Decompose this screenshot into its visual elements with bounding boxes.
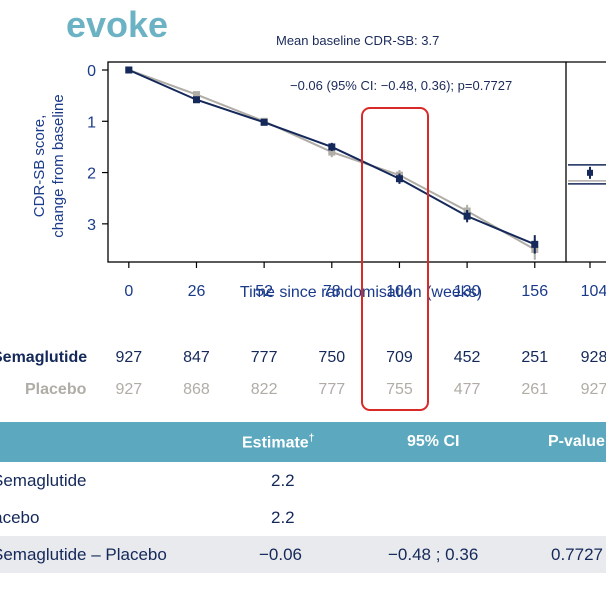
brand-logo-text: evoke xyxy=(66,4,169,45)
x-tick-label: 104 xyxy=(386,283,413,300)
data-point-semaglutide xyxy=(395,175,403,183)
table-header-row: Estimate† 95% CI P-value xyxy=(0,422,606,462)
at-risk-count-semaglutide: 847 xyxy=(183,349,210,366)
at-risk-count-semaglutide: 777 xyxy=(250,349,278,366)
chart-subtitle: Mean baseline CDR-SB: 3.7 xyxy=(276,33,440,48)
at-risk-count-placebo: 927 xyxy=(580,381,606,398)
chart-annotation: −0.06 (95% CI: −0.48, 0.36); p=0.7727 xyxy=(290,78,512,93)
row-label: Semaglutide xyxy=(0,471,87,490)
at-risk-count-semaglutide: 251 xyxy=(521,349,549,366)
data-point-placebo xyxy=(192,91,200,99)
data-point-semaglutide xyxy=(463,212,471,220)
table-row: Semaglutide – Placebo −0.06 −0.48 ; 0.36… xyxy=(0,536,606,573)
row-estimate: 2.2 xyxy=(271,508,295,527)
x-tick-label: 0 xyxy=(124,283,133,300)
data-point-semaglutide xyxy=(260,118,268,126)
data-point-placebo xyxy=(328,148,336,156)
at-risk-label-placebo: Placebo xyxy=(25,381,87,398)
row-label: Semaglutide – Placebo xyxy=(0,545,167,564)
at-risk-count-semaglutide: 927 xyxy=(115,349,143,366)
row-ci: −0.48 ; 0.36 xyxy=(388,545,479,564)
at-risk-count-placebo: 777 xyxy=(318,381,346,398)
header-estimate: Estimate† xyxy=(242,433,315,452)
at-risk-count-placebo: 868 xyxy=(183,381,210,398)
row-p: 0.7727 xyxy=(551,545,603,564)
week-104-highlight-box xyxy=(361,107,429,411)
x-tick-label: 52 xyxy=(255,283,273,300)
at-risk-count-placebo: 822 xyxy=(250,381,278,398)
data-point-semaglutide xyxy=(531,240,539,248)
x-tick-label: 26 xyxy=(188,283,206,300)
y-tick-label: 2 xyxy=(87,166,96,183)
x-tick-label: 130 xyxy=(454,283,481,300)
at-risk-count-placebo: 477 xyxy=(453,381,481,398)
at-risk-label-semaglutide: Semaglutide xyxy=(0,349,88,366)
at-risk-count-placebo: 755 xyxy=(386,381,413,398)
table-row: Placebo 2.2 xyxy=(0,499,606,536)
x-tick-label: 104 xyxy=(581,283,606,300)
row-estimate: −0.06 xyxy=(259,545,303,564)
at-risk-count-semaglutide: 709 xyxy=(386,349,413,366)
table-row: Semaglutide 2.2 xyxy=(0,462,606,499)
results-table: Estimate† 95% CI P-value Semaglutide 2.2… xyxy=(0,422,606,573)
row-estimate: 2.2 xyxy=(271,471,295,490)
y-tick-label: 3 xyxy=(87,217,96,234)
at-risk-count-placebo: 927 xyxy=(115,381,143,398)
x-tick-label: 156 xyxy=(521,283,548,300)
data-point-semaglutide xyxy=(125,66,133,74)
plot-frame xyxy=(107,61,567,263)
footnote-dagger: † xyxy=(308,433,315,444)
x-tick-label: 78 xyxy=(323,283,341,300)
at-risk-count-semaglutide: 750 xyxy=(318,349,346,366)
data-point-semaglutide xyxy=(192,96,200,104)
at-risk-count-semaglutide: 452 xyxy=(453,349,481,366)
side-panel-point-semaglutide xyxy=(587,169,593,176)
header-p-value: P-value xyxy=(548,433,605,450)
y-tick-label: 1 xyxy=(87,114,96,131)
header-95-ci: 95% CI xyxy=(407,433,460,450)
at-risk-count-placebo: 261 xyxy=(521,381,549,398)
at-risk-count-semaglutide: 928 xyxy=(580,349,606,366)
y-tick-label: 0 xyxy=(87,63,96,80)
row-label: Placebo xyxy=(0,508,40,527)
data-point-semaglutide xyxy=(328,143,336,151)
